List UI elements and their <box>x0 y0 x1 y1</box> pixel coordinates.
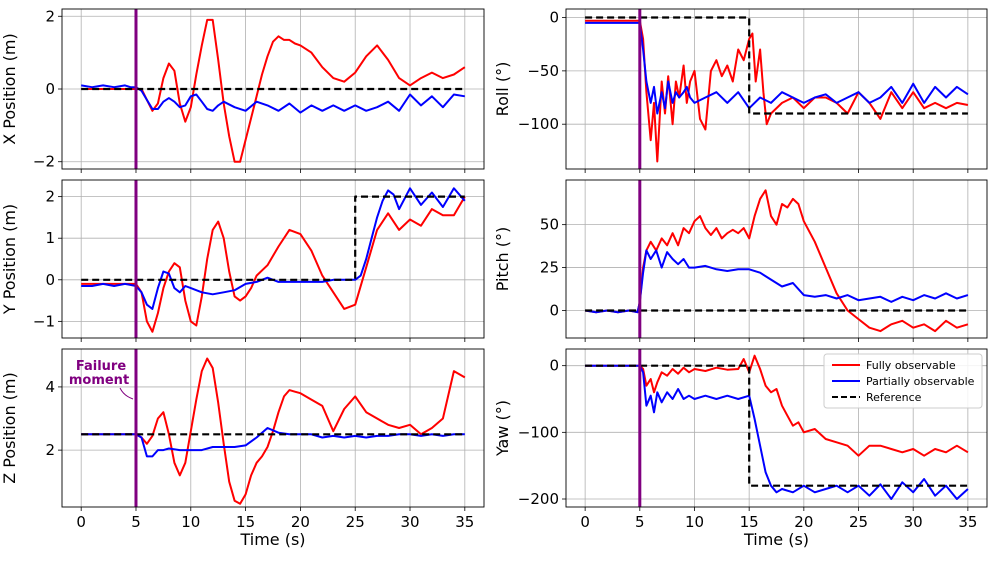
y-tick-label: 0 <box>45 80 55 98</box>
y-tick-label: 0 <box>549 302 559 320</box>
annotation-line-2: moment <box>69 373 129 388</box>
y-tick-label: 0 <box>549 357 559 375</box>
y-axis-label: Yaw (°) <box>493 400 512 457</box>
y-axis-label: X Position (m) <box>0 33 19 145</box>
series-line-fully-observable <box>81 196 466 333</box>
y-tick-label: 2 <box>45 188 55 206</box>
legend-label: Partially observable <box>866 375 975 388</box>
x-tick-label: 5 <box>131 513 141 531</box>
plot-area <box>585 16 969 163</box>
plot-area <box>585 354 969 500</box>
panel-y-position: −1 0 1 2 Y Position (m) <box>0 179 485 342</box>
x-tick-label: 35 <box>455 513 474 531</box>
x-tick-label: 0 <box>76 513 86 531</box>
x-tick-label: 15 <box>236 513 255 531</box>
panel-z-position: 0 5 10 15 20 25 30 35 2 4 Z Position (m) Time (s) <box>0 348 485 549</box>
legend-label: Fully observable <box>866 359 956 372</box>
series-line-fully-observable <box>81 357 466 505</box>
y-tick-label: 0 <box>45 271 55 289</box>
x-axis-label: Time (s) <box>743 530 809 549</box>
series-line-reference <box>585 16 968 115</box>
x-tick-label: 25 <box>346 513 365 531</box>
y-tick-label: 25 <box>540 259 559 277</box>
series-line-partially-observable <box>585 21 969 115</box>
annotation-failure-moment: Failure moment <box>69 359 134 400</box>
y-axis-label: Y Position (m) <box>0 204 19 315</box>
series-line-partially-observable <box>81 187 466 310</box>
y-tick-label: −2 <box>33 153 55 171</box>
plot-area <box>81 187 466 333</box>
panel-yaw: 0 5 10 15 20 25 30 35 0 −100 −200 Yaw (°) Time (s) Fu… <box>493 348 988 549</box>
y-tick-label: 2 <box>45 441 55 459</box>
x-tick-label: 30 <box>904 513 923 531</box>
y-tick-label: 0 <box>549 9 559 27</box>
y-tick-label: 4 <box>45 378 55 396</box>
y-tick-label: 1 <box>45 229 55 247</box>
axes-frame <box>61 8 485 170</box>
series-line-partially-observable <box>584 249 969 314</box>
y-axis-label: Pitch (°) <box>493 227 512 292</box>
x-tick-label: 0 <box>580 513 590 531</box>
series-line-fully-observable <box>585 354 969 457</box>
y-axis-label: Z Position (m) <box>0 372 19 484</box>
annotation-line-1: Failure <box>76 359 126 374</box>
x-tick-label: 35 <box>958 513 977 531</box>
x-tick-label: 20 <box>794 513 813 531</box>
x-axis-label: Time (s) <box>239 530 305 549</box>
series-line-reference <box>81 195 465 281</box>
y-tick-label: 2 <box>45 7 55 25</box>
legend-label: Reference <box>866 391 922 404</box>
plot-area <box>81 18 466 163</box>
y-tick-label: −50 <box>527 62 559 80</box>
legend: Fully observable Partially observable Refe… <box>823 353 983 409</box>
panel-roll: 0 −50 −100 Roll (°) <box>493 8 988 173</box>
plot-area <box>81 357 466 505</box>
series-line-partially-observable <box>585 364 969 500</box>
y-axis-label: Roll (°) <box>493 62 512 117</box>
series-line-fully-observable <box>584 189 969 333</box>
y-tick-label: −100 <box>518 115 559 133</box>
axes-frame <box>565 179 988 339</box>
x-tick-label: 15 <box>740 513 759 531</box>
axes-frame <box>61 348 485 508</box>
axes-frame <box>565 8 988 170</box>
annotation-arrow <box>119 387 134 400</box>
series-line-partially-observable <box>81 84 465 114</box>
panel-pitch: 0 25 50 Pitch (°) <box>493 179 988 342</box>
x-tick-label: 25 <box>849 513 868 531</box>
legend-box <box>823 353 983 409</box>
axes-frame <box>565 348 988 508</box>
y-tick-label: 50 <box>540 216 559 234</box>
y-tick-label: −1 <box>33 312 55 330</box>
plot-area <box>584 189 969 333</box>
y-tick-label: −100 <box>518 423 559 441</box>
panel-x-position: −2 0 2 X Position (m) <box>0 7 485 173</box>
x-tick-label: 30 <box>400 513 419 531</box>
x-tick-label: 10 <box>181 513 200 531</box>
x-tick-label: 20 <box>291 513 310 531</box>
series-line-reference <box>585 364 968 487</box>
x-tick-label: 5 <box>635 513 645 531</box>
x-tick-label: 10 <box>685 513 704 531</box>
y-tick-label: −200 <box>518 490 559 508</box>
axes-frame <box>61 179 485 339</box>
